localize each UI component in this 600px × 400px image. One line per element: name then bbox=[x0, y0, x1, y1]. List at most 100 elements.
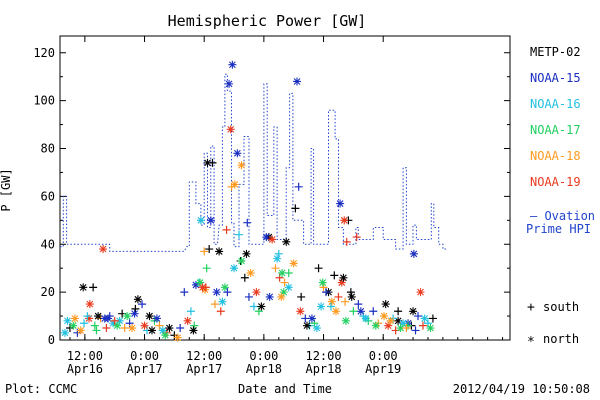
point-south-noaa-19 bbox=[352, 233, 361, 242]
x-tick-date-2: Apr17 bbox=[186, 362, 222, 376]
point-north bbox=[347, 292, 356, 301]
x-tick-label-3: 0:00 bbox=[249, 349, 278, 363]
point-south-metp-02 bbox=[428, 314, 437, 323]
point-south bbox=[346, 288, 355, 297]
y-tick-label-3: 60 bbox=[41, 189, 55, 203]
point-south bbox=[249, 302, 258, 311]
point-north bbox=[109, 319, 118, 328]
point-north-noaa-16 bbox=[284, 283, 293, 292]
point-north bbox=[94, 312, 103, 321]
point-north bbox=[85, 314, 94, 323]
point-north bbox=[218, 297, 227, 306]
point-north-noaa-16 bbox=[63, 316, 72, 325]
point-south bbox=[411, 326, 420, 335]
point-south-noaa-19 bbox=[222, 225, 231, 234]
point-south-noaa-19 bbox=[418, 321, 427, 330]
legend-metp-02: METP-02 bbox=[530, 45, 581, 59]
point-north bbox=[152, 314, 161, 323]
point-south-noaa-15 bbox=[243, 218, 252, 227]
point-south-noaa-15 bbox=[223, 288, 232, 297]
point-north-noaa-17 bbox=[237, 257, 246, 266]
chart-title: Hemispheric Power [GW] bbox=[168, 12, 367, 30]
point-north-noaa-19 bbox=[268, 235, 277, 244]
point-north-noaa-15 bbox=[206, 216, 215, 225]
point-south-noaa-16 bbox=[326, 302, 335, 311]
point-north bbox=[257, 302, 266, 311]
x-tick-label-5: 0:00 bbox=[369, 349, 398, 363]
point-south-metp-02 bbox=[394, 307, 403, 316]
point-north-noaa-15 bbox=[191, 280, 200, 289]
point-north bbox=[312, 324, 321, 333]
point-north bbox=[212, 288, 221, 297]
ovation-legend-line2: Prime HPI bbox=[526, 222, 591, 236]
point-north-noaa-15 bbox=[233, 149, 242, 158]
x-tick-date-0: Apr16 bbox=[67, 362, 103, 376]
series-ovation-hpi bbox=[60, 73, 448, 252]
point-north-metp-02 bbox=[145, 312, 154, 321]
point-south bbox=[176, 324, 185, 333]
point-north bbox=[273, 254, 282, 263]
point-north bbox=[278, 268, 287, 277]
point-north bbox=[296, 307, 305, 316]
point-south-noaa-17 bbox=[90, 321, 99, 330]
y-tick-label-6: 120 bbox=[33, 46, 55, 60]
point-north-noaa-18 bbox=[277, 292, 286, 301]
point-north-noaa-18 bbox=[237, 161, 246, 170]
point-north-noaa-16 bbox=[115, 316, 124, 325]
point-north-noaa-17 bbox=[113, 321, 122, 330]
y-tick-label-4: 80 bbox=[41, 142, 55, 156]
point-north bbox=[265, 292, 274, 301]
point-north bbox=[140, 321, 149, 330]
point-north bbox=[356, 307, 365, 316]
point-north-metp-02 bbox=[203, 158, 212, 167]
x-tick-label-4: 12:00 bbox=[305, 349, 341, 363]
legend-noaa-15: NOAA-15 bbox=[530, 71, 581, 85]
y-tick-label-2: 40 bbox=[41, 237, 55, 251]
point-north-noaa-18 bbox=[70, 314, 79, 323]
point-north bbox=[361, 314, 370, 323]
point-south bbox=[190, 321, 199, 330]
point-north-noaa-15 bbox=[336, 199, 345, 208]
point-south-noaa-15 bbox=[414, 312, 423, 321]
marker-legend-north-symbol: * bbox=[527, 335, 535, 350]
point-north-noaa-19 bbox=[416, 288, 425, 297]
legend-noaa-16: NOAA-16 bbox=[530, 97, 581, 111]
y-axis-label: P [GW] bbox=[0, 168, 13, 211]
point-north bbox=[147, 326, 156, 335]
point-south bbox=[244, 292, 253, 301]
point-north-metp-02 bbox=[165, 324, 174, 333]
point-north-noaa-17 bbox=[341, 316, 350, 325]
point-north-noaa-17 bbox=[279, 288, 288, 297]
point-south-noaa-17 bbox=[349, 307, 358, 316]
marker-legend-south-symbol: + bbox=[527, 300, 535, 315]
point-south-metp-02 bbox=[291, 204, 300, 213]
point-south-noaa-15 bbox=[180, 288, 189, 297]
point-north-metp-02 bbox=[215, 247, 224, 256]
point-south bbox=[186, 307, 195, 316]
point-north-noaa-17 bbox=[396, 324, 405, 333]
ovation-legend-line1: — Ovation bbox=[530, 209, 595, 223]
point-north-noaa-19 bbox=[340, 216, 349, 225]
legend-noaa-17: NOAA-17 bbox=[530, 123, 581, 137]
point-north-noaa-15 bbox=[293, 77, 302, 86]
point-north-noaa-15 bbox=[130, 309, 139, 318]
point-south bbox=[210, 300, 219, 309]
point-north-noaa-19 bbox=[198, 283, 207, 292]
point-north-noaa-16 bbox=[317, 302, 326, 311]
x-tick-date-1: Apr17 bbox=[126, 362, 162, 376]
point-north bbox=[289, 259, 298, 268]
point-south-metp-02 bbox=[131, 304, 140, 313]
legend-noaa-18: NOAA-18 bbox=[530, 149, 581, 163]
point-north-noaa-19 bbox=[85, 300, 94, 309]
point-south-noaa-15 bbox=[322, 288, 331, 297]
point-south-noaa-19 bbox=[110, 316, 119, 325]
point-north-metp-02 bbox=[381, 300, 390, 309]
point-south-noaa-16 bbox=[83, 312, 92, 321]
point-north-noaa-18 bbox=[386, 316, 395, 325]
point-north-noaa-15 bbox=[228, 60, 237, 69]
point-south-noaa-16 bbox=[274, 249, 283, 258]
point-north-metp-02 bbox=[409, 307, 418, 316]
point-south bbox=[354, 300, 363, 309]
point-north-noaa-15 bbox=[100, 314, 109, 323]
